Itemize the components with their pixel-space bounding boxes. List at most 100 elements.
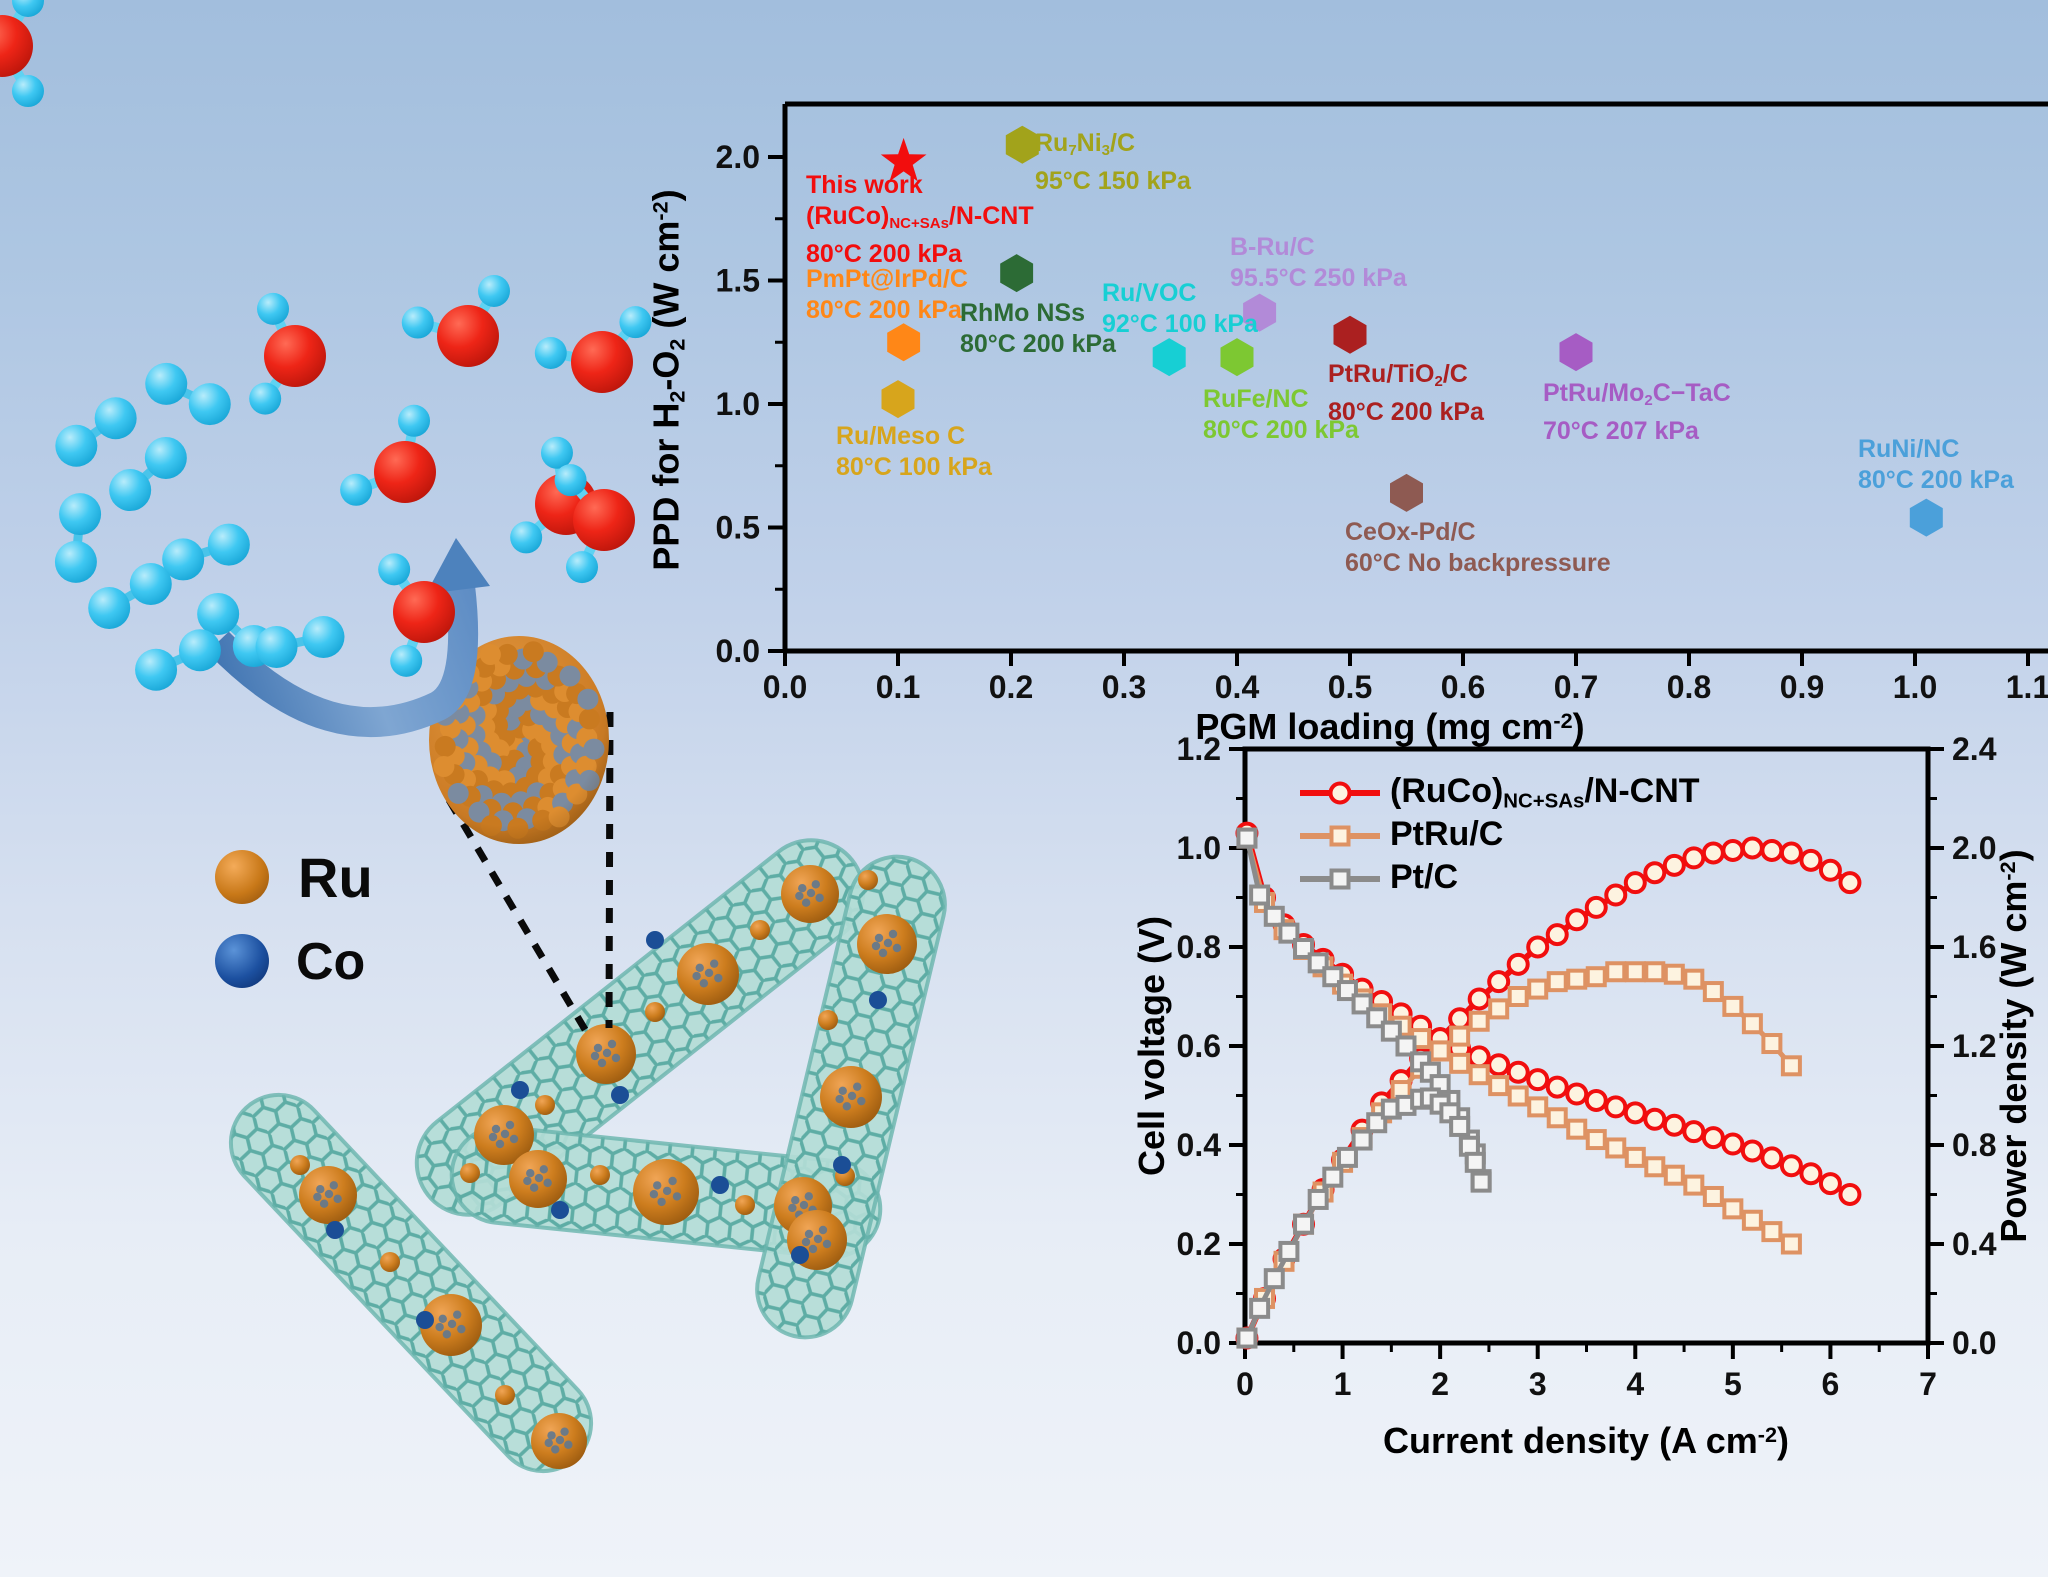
speckle	[649, 1190, 659, 1199]
scatter-label-ru-meso-c: Ru/Meso C 80°C 100 kPa	[836, 422, 992, 481]
series-PtRu-C-voltage-marker	[1761, 1221, 1783, 1243]
hydrogen-atom	[55, 424, 98, 467]
series-PtRu-C-voltage-marker	[1605, 1137, 1627, 1159]
speckle	[795, 891, 804, 901]
x-tick-label: 7	[1919, 1366, 1937, 1402]
series-RuCo-NC-SAs-N-CNT-power-marker	[1584, 895, 1608, 919]
right-tick-label: 1.2	[1952, 1028, 1996, 1064]
series-PtRu-C-power-marker	[1702, 981, 1724, 1003]
series-Pt-C-voltage-marker	[1278, 922, 1300, 944]
speckle	[488, 1132, 498, 1142]
ru-nanoparticle	[576, 1024, 636, 1084]
speckle	[526, 1169, 535, 1178]
series-Pt-C-power-marker	[1322, 1166, 1344, 1188]
speckle	[602, 1048, 612, 1058]
series-RuCo-NC-SAs-N-CNT-voltage-marker	[1643, 1107, 1667, 1131]
speckle	[316, 1185, 325, 1194]
series-RuCo-NC-SAs-N-CNT-voltage-marker	[1623, 1101, 1647, 1125]
legend-label-1: PtRu/C	[1390, 815, 1504, 853]
left-tick-label: 0.4	[1177, 1127, 1222, 1163]
carbon-nanotubes	[228, 838, 947, 1474]
speckle	[801, 898, 811, 907]
ru-single-atom	[735, 1195, 755, 1215]
h2-molecule	[145, 362, 231, 426]
water-molecule	[378, 553, 455, 677]
ru-nanoparticle	[820, 1066, 882, 1128]
scatter-label-ru7ni3c: Ru7Ni3/C 95°C 150 kPa	[1035, 129, 1191, 196]
ru-single-atom	[818, 1010, 838, 1030]
hydrogen-atom	[534, 336, 567, 369]
series-RuCo-NC-SAs-N-CNT-power-marker	[1506, 952, 1530, 976]
series-RuCo-NC-SAs-N-CNT-power-marker	[1818, 858, 1842, 882]
speckle	[555, 1435, 565, 1445]
speckle	[813, 1234, 823, 1244]
series-RuCo-NC-SAs-N-CNT-voltage-marker	[1506, 1060, 1530, 1084]
series-Pt-C-voltage-marker	[1395, 1035, 1417, 1057]
hydrogen-atom	[554, 464, 587, 497]
speckle	[457, 1324, 466, 1334]
speckle	[313, 1192, 322, 1202]
water-molecule	[554, 464, 635, 584]
hydrogen-atom	[197, 592, 240, 635]
x-tick-label: 1.0	[1893, 669, 1937, 705]
y-tick-label: 2.0	[716, 139, 760, 175]
speckle	[699, 979, 709, 988]
hydrogen-atom	[188, 383, 231, 426]
ru-single-atom	[858, 870, 878, 890]
ru-nanoparticle	[857, 914, 917, 974]
series-RuCo-NC-SAs-N-CNT-voltage-marker	[1662, 1113, 1686, 1137]
line-x-axis-title: Current density (A cm-2)	[1383, 1420, 1789, 1461]
speckle	[543, 1178, 552, 1188]
speckle	[811, 880, 820, 889]
ru-single-atom	[460, 1163, 480, 1183]
hydrogen-atom	[378, 553, 411, 586]
series-RuCo-NC-SAs-N-CNT-voltage-marker	[1838, 1183, 1862, 1206]
x-tick-label: 6	[1822, 1366, 1840, 1402]
speckle	[818, 1225, 828, 1235]
speckle	[695, 963, 704, 972]
speckle	[435, 1322, 444, 1332]
series-PtRu-C-power-marker	[1780, 1055, 1802, 1077]
hydrogen-atom	[257, 292, 290, 325]
hydrogen-atom	[178, 629, 221, 672]
series-PtRu-C-power-marker	[1644, 961, 1666, 983]
speckle	[529, 1183, 539, 1192]
series-PtRu-C-voltage-marker	[1507, 1085, 1529, 1107]
scatter-label-rufe-nc: RuFe/NC 80°C 200 kPa	[1203, 385, 1359, 444]
speckle	[808, 1244, 818, 1254]
hydrogen-atom	[144, 436, 187, 479]
legend-label-2: Pt/C	[1390, 858, 1458, 896]
ru-single-atom	[495, 1385, 515, 1405]
h2-molecule	[135, 629, 221, 691]
scatter-y-axis-title: PPD for H2-O2 (W cm-2)	[645, 189, 690, 571]
series-RuCo-NC-SAs-N-CNT-power-marker	[1779, 841, 1803, 865]
scatter-point-b-ru-c	[1243, 293, 1277, 332]
scatter-x-axis-title: PGM loading (mg cm-2)	[1195, 706, 1585, 747]
speckle	[672, 1192, 682, 1201]
series-PtRu-C-voltage-marker	[1585, 1129, 1607, 1151]
speckle	[799, 1200, 809, 1210]
speckle	[500, 1129, 510, 1139]
series-Pt-C-power-marker	[1470, 1171, 1492, 1193]
speckle	[791, 1196, 800, 1205]
speckle	[593, 1043, 603, 1053]
series-RuCo-NC-SAs-N-CNT-voltage-marker	[1545, 1075, 1569, 1099]
series-PtRu-C-power-marker	[1741, 1013, 1763, 1035]
speckle	[551, 1445, 560, 1454]
right-tick-label: 0.0	[1952, 1325, 1996, 1361]
x-tick-label: 0.6	[1441, 669, 1485, 705]
series-PtRu-C-power-marker	[1566, 968, 1588, 990]
oxygen-atom	[571, 331, 633, 393]
series-PtRu-C-voltage-marker	[1702, 1185, 1724, 1207]
speckle	[544, 1438, 553, 1448]
series-PtRu-C-voltage-marker	[1546, 1107, 1568, 1129]
co-single-atom	[416, 1311, 434, 1329]
series-PtRu-C-power-marker	[1761, 1033, 1783, 1055]
speckle	[888, 929, 898, 939]
ru-nanoparticle	[531, 1413, 587, 1469]
h2-molecule	[54, 493, 102, 583]
line-right-axis-title: Power density (W cm-2)	[1993, 849, 2034, 1243]
speckle	[495, 1139, 505, 1149]
ru-single-atom	[750, 920, 770, 940]
